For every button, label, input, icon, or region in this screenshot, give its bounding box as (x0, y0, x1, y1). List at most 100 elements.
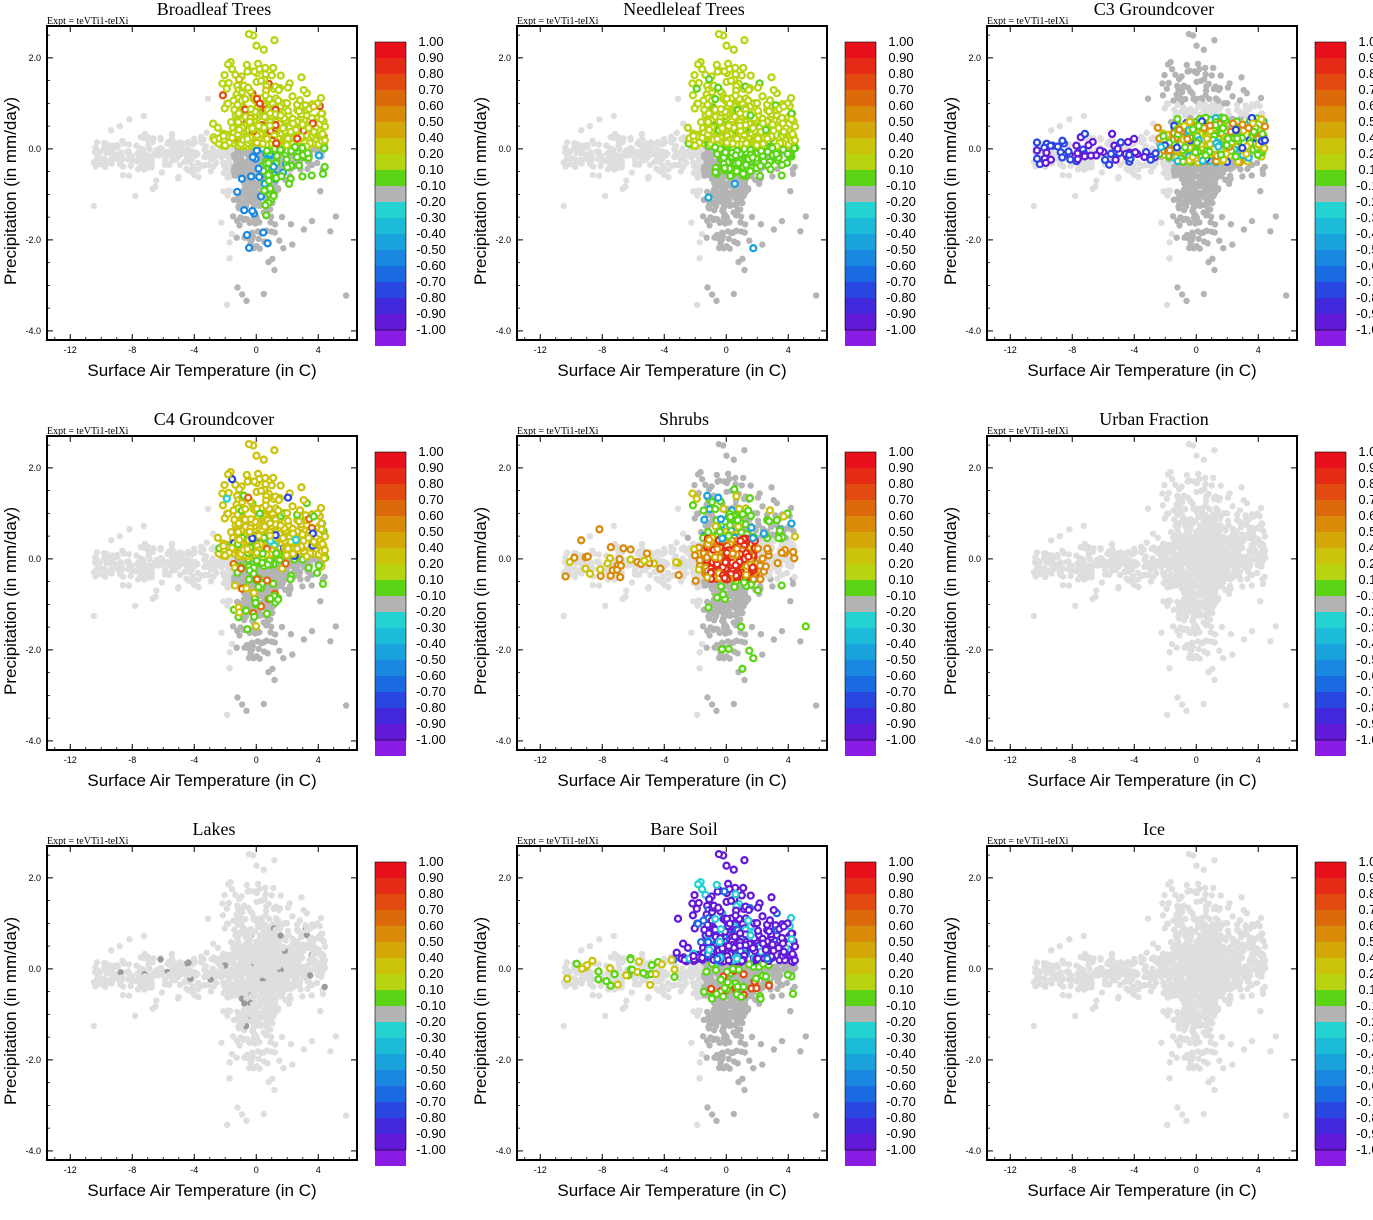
colorbar-label: 0.50 (418, 114, 443, 129)
scatter-point (595, 148, 601, 154)
scatter-point (285, 136, 291, 142)
colorbar-swatch (375, 122, 406, 138)
scatter-point (165, 562, 171, 568)
colorbar-swatch (1315, 298, 1346, 314)
scatter-point (94, 156, 100, 162)
scatter-point (742, 221, 748, 227)
scatter-point (218, 630, 224, 636)
scatter-point (333, 623, 339, 629)
scatter-point (264, 650, 270, 656)
scatter-point (1188, 173, 1194, 179)
scatter-point (1239, 145, 1245, 151)
scatter-point (723, 149, 729, 155)
scatter-point (250, 154, 256, 160)
scatter-point (779, 218, 785, 224)
scatter-point (1075, 150, 1081, 156)
scatter-point (133, 142, 139, 148)
scatter-point (220, 598, 226, 604)
scatter-point (1260, 131, 1266, 137)
scatter-point (142, 541, 148, 547)
scatter-point (1198, 78, 1204, 84)
colorbar-swatch (1315, 250, 1346, 266)
scatter-point (603, 142, 609, 148)
scatter-point (1131, 136, 1137, 142)
scatter-point (787, 188, 793, 194)
scatter-point (266, 178, 272, 184)
scatter-point (191, 546, 197, 552)
scatter-point (1210, 65, 1216, 71)
scatter-point (1184, 235, 1190, 241)
scatter-point (280, 245, 286, 251)
colorbar-swatch (375, 138, 406, 154)
scatter-point (192, 559, 198, 565)
colorbar-swatch (375, 202, 406, 218)
scatter-point (224, 86, 230, 92)
scatter-point (750, 245, 756, 251)
scatter-point (172, 566, 178, 572)
scatter-point (607, 155, 613, 161)
scatter-point (1207, 141, 1213, 147)
scatter-point (1209, 256, 1215, 262)
scatter-point (300, 122, 306, 128)
scatter-point (1186, 245, 1192, 251)
scatter-point (271, 677, 277, 683)
scatter-point (647, 162, 653, 168)
scatter-point (333, 213, 339, 219)
colorbar-swatch (375, 106, 406, 122)
scatter-point (1224, 100, 1230, 106)
scatter-point (699, 231, 705, 237)
scatter-point (229, 641, 235, 647)
x-tick-label: -12 (64, 345, 77, 355)
scatter-point (296, 163, 302, 169)
scatter-point (201, 564, 207, 570)
scatter-point (264, 638, 270, 644)
colorbar-label: -0.80 (886, 290, 916, 305)
scatter-point (284, 164, 290, 170)
scatter-point (734, 240, 740, 246)
scatter-point (745, 186, 751, 192)
scatter-point (1176, 76, 1182, 82)
scatter-point (227, 239, 233, 245)
y-tick-label: -4.0 (965, 326, 981, 336)
scatter-point (205, 96, 211, 102)
scatter-point (1195, 190, 1201, 196)
colorbar-label: 0.20 (888, 146, 913, 161)
colorbar-swatch (1315, 74, 1346, 90)
colorbar-swatch (1315, 266, 1346, 282)
scatter-point (198, 139, 204, 145)
scatter-point (114, 142, 120, 148)
scatter-point (758, 221, 764, 227)
scatter-point (186, 152, 192, 158)
colorbar-swatch (845, 314, 876, 330)
scatter-point (278, 483, 284, 489)
scatter-point (1180, 217, 1186, 223)
scatter-point (697, 239, 703, 245)
scatter-point (220, 188, 226, 194)
scatter-point (1194, 140, 1200, 146)
scatter-point (1161, 72, 1167, 78)
scatter-point (276, 87, 282, 93)
scatter-point (1206, 178, 1212, 184)
scatter-point (225, 61, 231, 67)
scatter-point (1167, 188, 1173, 194)
scatter-point (256, 219, 262, 225)
scatter-point (734, 228, 740, 234)
colorbar-label: 1.00 (418, 34, 443, 49)
scatter-point (1072, 193, 1078, 199)
scatter-point (1176, 127, 1182, 133)
scatter-point (185, 140, 191, 146)
scatter-point (644, 140, 650, 146)
colorbar-swatch (845, 202, 876, 218)
scatter-point (234, 218, 240, 224)
scatter-point (174, 140, 180, 146)
scatter-point (706, 110, 712, 116)
colorbar-label: -0.30 (886, 210, 916, 225)
scatter-point (1191, 203, 1197, 209)
scatter-point (256, 646, 262, 652)
scatter-point (1048, 127, 1054, 133)
scatter-point (720, 186, 726, 192)
y-tick-label: -2.0 (25, 235, 41, 245)
scatter-point (746, 238, 752, 244)
scatter-point (256, 236, 262, 242)
